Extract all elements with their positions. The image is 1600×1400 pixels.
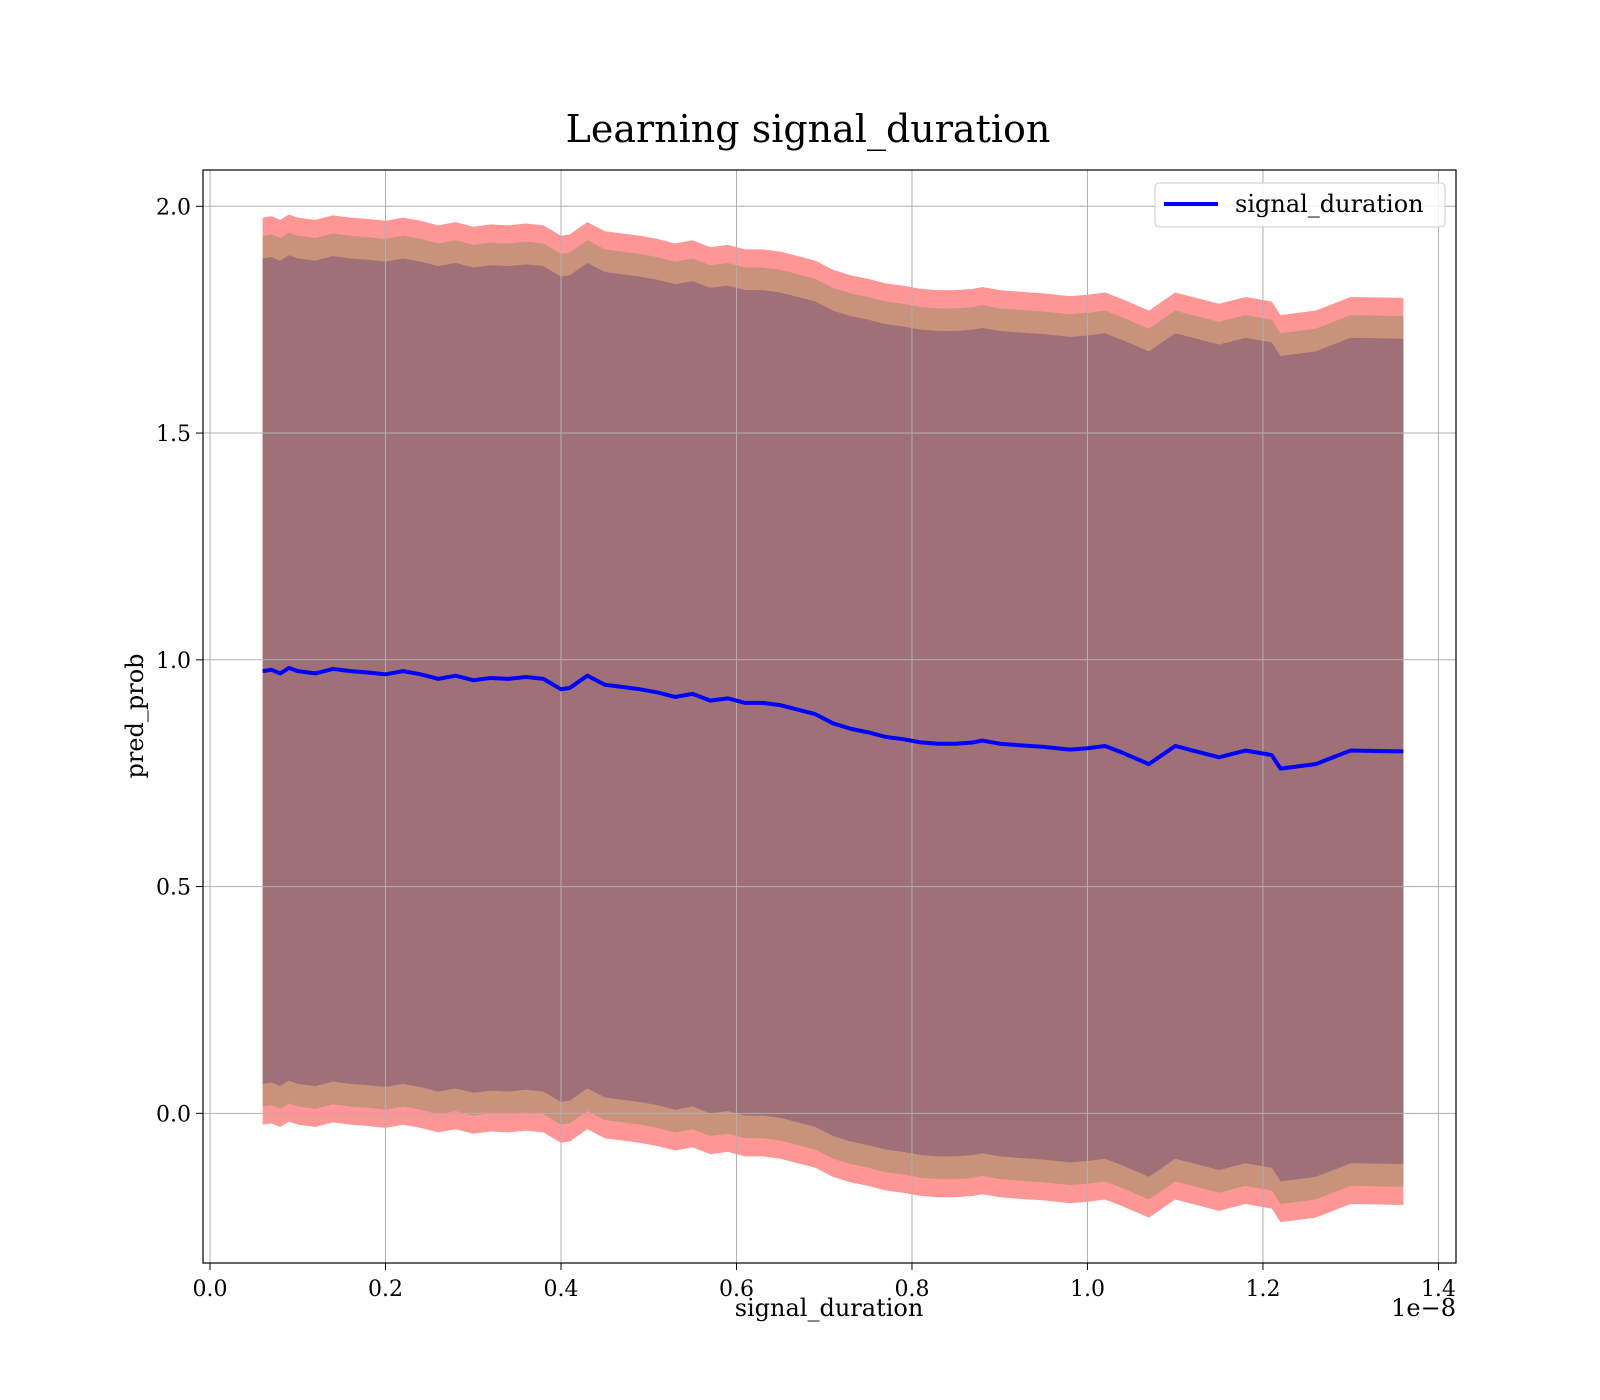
y-axis-label: pred_prob bbox=[121, 653, 149, 778]
y-tick-label: 0.0 bbox=[156, 1102, 191, 1127]
confidence-bands bbox=[262, 214, 1404, 1223]
x-tick-label: 1.0 bbox=[1070, 1277, 1105, 1302]
series-line-signal-duration bbox=[262, 665, 1404, 771]
y-tick-label: 2.0 bbox=[156, 195, 191, 220]
x-tick-label: 0.0 bbox=[193, 1277, 228, 1302]
x-tick-label: 1.4 bbox=[1421, 1277, 1456, 1302]
y-tick-label: 0.5 bbox=[156, 876, 191, 901]
x-tick-label: 0.2 bbox=[368, 1277, 403, 1302]
chart-title: Learning signal_duration bbox=[566, 107, 1051, 152]
x-axis-label: signal_duration bbox=[735, 1294, 924, 1322]
plot-frame bbox=[202, 169, 1457, 1264]
legend-box bbox=[1154, 182, 1446, 228]
legend: signal_duration bbox=[1154, 182, 1446, 228]
legend-label-signal-duration: signal_duration bbox=[1235, 190, 1424, 218]
y-tick-label: 1.5 bbox=[156, 422, 191, 447]
y-tick-label: 1.0 bbox=[156, 649, 191, 674]
x-gridlines bbox=[209, 170, 1439, 1263]
x-axis-ticks: 0.0 0.2 0.4 0.6 0.8 1.0 1.2 1.4 bbox=[193, 1263, 1456, 1302]
x-tick-label: 0.6 bbox=[719, 1277, 754, 1302]
y-axis-ticks: 0.0 0.5 1.0 1.5 2.0 bbox=[156, 195, 203, 1127]
x-tick-label: 0.8 bbox=[894, 1277, 929, 1302]
x-axis-scale-label: 1e−8 bbox=[1391, 1294, 1456, 1322]
x-tick-label: 0.4 bbox=[544, 1277, 579, 1302]
x-tick-label: 1.2 bbox=[1245, 1277, 1280, 1302]
band-inner bbox=[262, 255, 1404, 1182]
